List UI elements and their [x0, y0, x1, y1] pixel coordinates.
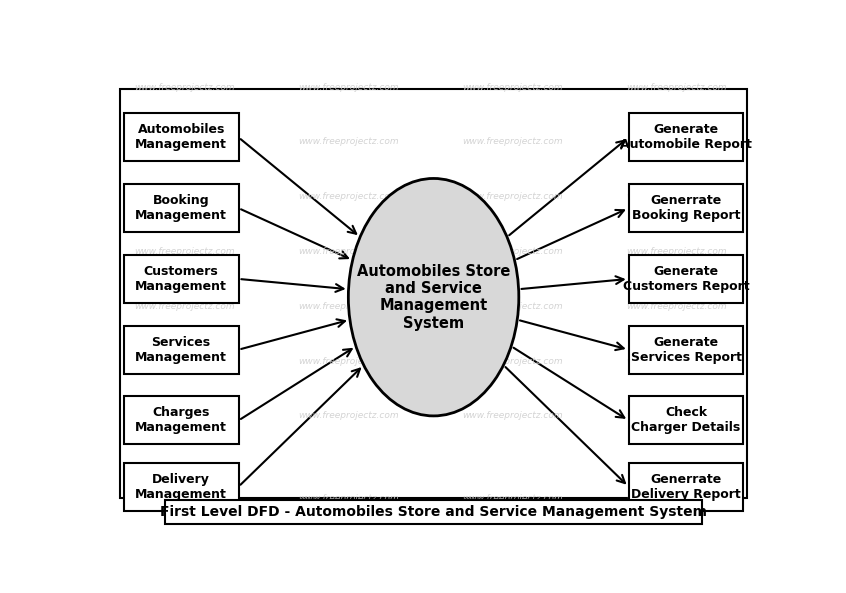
Text: First Level DFD - Automobiles Store and Service Management System: First Level DFD - Automobiles Store and …: [160, 505, 707, 519]
Text: Booking
Management: Booking Management: [135, 194, 227, 222]
Ellipse shape: [349, 178, 519, 416]
Text: Generate
Automobile Report: Generate Automobile Report: [620, 123, 752, 151]
Text: www.freeprojectz.com: www.freeprojectz.com: [298, 356, 398, 366]
Text: www.freeprojectz.com: www.freeprojectz.com: [462, 356, 563, 366]
Bar: [124, 113, 239, 161]
Bar: [124, 463, 239, 511]
Bar: [629, 255, 744, 303]
Text: www.freeprojectz.com: www.freeprojectz.com: [626, 412, 727, 420]
Text: Automobiles
Management: Automobiles Management: [135, 123, 227, 151]
Text: www.freeprojectz.com: www.freeprojectz.com: [626, 493, 727, 503]
Text: www.freeprojectz.com: www.freeprojectz.com: [462, 302, 563, 311]
Bar: [629, 326, 744, 374]
Text: www.freeprojectz.com: www.freeprojectz.com: [298, 302, 398, 311]
Text: www.freeprojectz.com: www.freeprojectz.com: [298, 247, 398, 256]
Text: Generate
Customers Report: Generate Customers Report: [623, 265, 750, 293]
Text: www.freeprojectz.com: www.freeprojectz.com: [135, 412, 234, 420]
Text: Automobiles Store
and Service
Management
System: Automobiles Store and Service Management…: [357, 263, 510, 331]
Text: www.freeprojectz.com: www.freeprojectz.com: [462, 82, 563, 92]
Text: www.freeprojectz.com: www.freeprojectz.com: [462, 138, 563, 146]
Text: www.freeprojectz.com: www.freeprojectz.com: [626, 82, 727, 92]
Text: Check
Charger Details: Check Charger Details: [631, 406, 740, 435]
Text: www.freeprojectz.com: www.freeprojectz.com: [135, 493, 234, 503]
Text: Services
Management: Services Management: [135, 336, 227, 364]
Text: Generate
Services Report: Generate Services Report: [630, 336, 741, 364]
Text: Charges
Management: Charges Management: [135, 406, 227, 435]
Text: www.freeprojectz.com: www.freeprojectz.com: [135, 302, 234, 311]
Text: www.freeprojectz.com: www.freeprojectz.com: [626, 138, 727, 146]
Bar: [120, 90, 747, 498]
Bar: [124, 397, 239, 444]
Bar: [629, 184, 744, 232]
Bar: [124, 184, 239, 232]
Bar: [629, 397, 744, 444]
Text: Customers
Management: Customers Management: [135, 265, 227, 293]
Bar: [124, 326, 239, 374]
Bar: [165, 500, 702, 524]
Text: www.freeprojectz.com: www.freeprojectz.com: [135, 82, 234, 92]
Text: www.freeprojectz.com: www.freeprojectz.com: [626, 356, 727, 366]
Text: www.freeprojectz.com: www.freeprojectz.com: [462, 247, 563, 256]
Bar: [629, 113, 744, 161]
Text: www.freeprojectz.com: www.freeprojectz.com: [626, 247, 727, 256]
Text: Generrate
Delivery Report: Generrate Delivery Report: [631, 473, 741, 500]
Text: www.freeprojectz.com: www.freeprojectz.com: [298, 82, 398, 92]
Bar: [124, 255, 239, 303]
Text: www.freeprojectz.com: www.freeprojectz.com: [135, 192, 234, 201]
Text: www.freeprojectz.com: www.freeprojectz.com: [462, 493, 563, 503]
Bar: [629, 463, 744, 511]
Text: www.freeprojectz.com: www.freeprojectz.com: [298, 493, 398, 503]
Text: www.freeprojectz.com: www.freeprojectz.com: [135, 138, 234, 146]
Text: www.freeprojectz.com: www.freeprojectz.com: [298, 192, 398, 201]
Text: www.freeprojectz.com: www.freeprojectz.com: [462, 192, 563, 201]
Text: www.freeprojectz.com: www.freeprojectz.com: [626, 302, 727, 311]
Text: www.freeprojectz.com: www.freeprojectz.com: [298, 412, 398, 420]
Text: Delivery
Management: Delivery Management: [135, 473, 227, 500]
Text: www.freeprojectz.com: www.freeprojectz.com: [462, 412, 563, 420]
Text: Generrate
Booking Report: Generrate Booking Report: [632, 194, 740, 222]
Text: www.freeprojectz.com: www.freeprojectz.com: [135, 247, 234, 256]
Text: www.freeprojectz.com: www.freeprojectz.com: [298, 138, 398, 146]
Text: www.freeprojectz.com: www.freeprojectz.com: [626, 192, 727, 201]
Text: www.freeprojectz.com: www.freeprojectz.com: [135, 356, 234, 366]
